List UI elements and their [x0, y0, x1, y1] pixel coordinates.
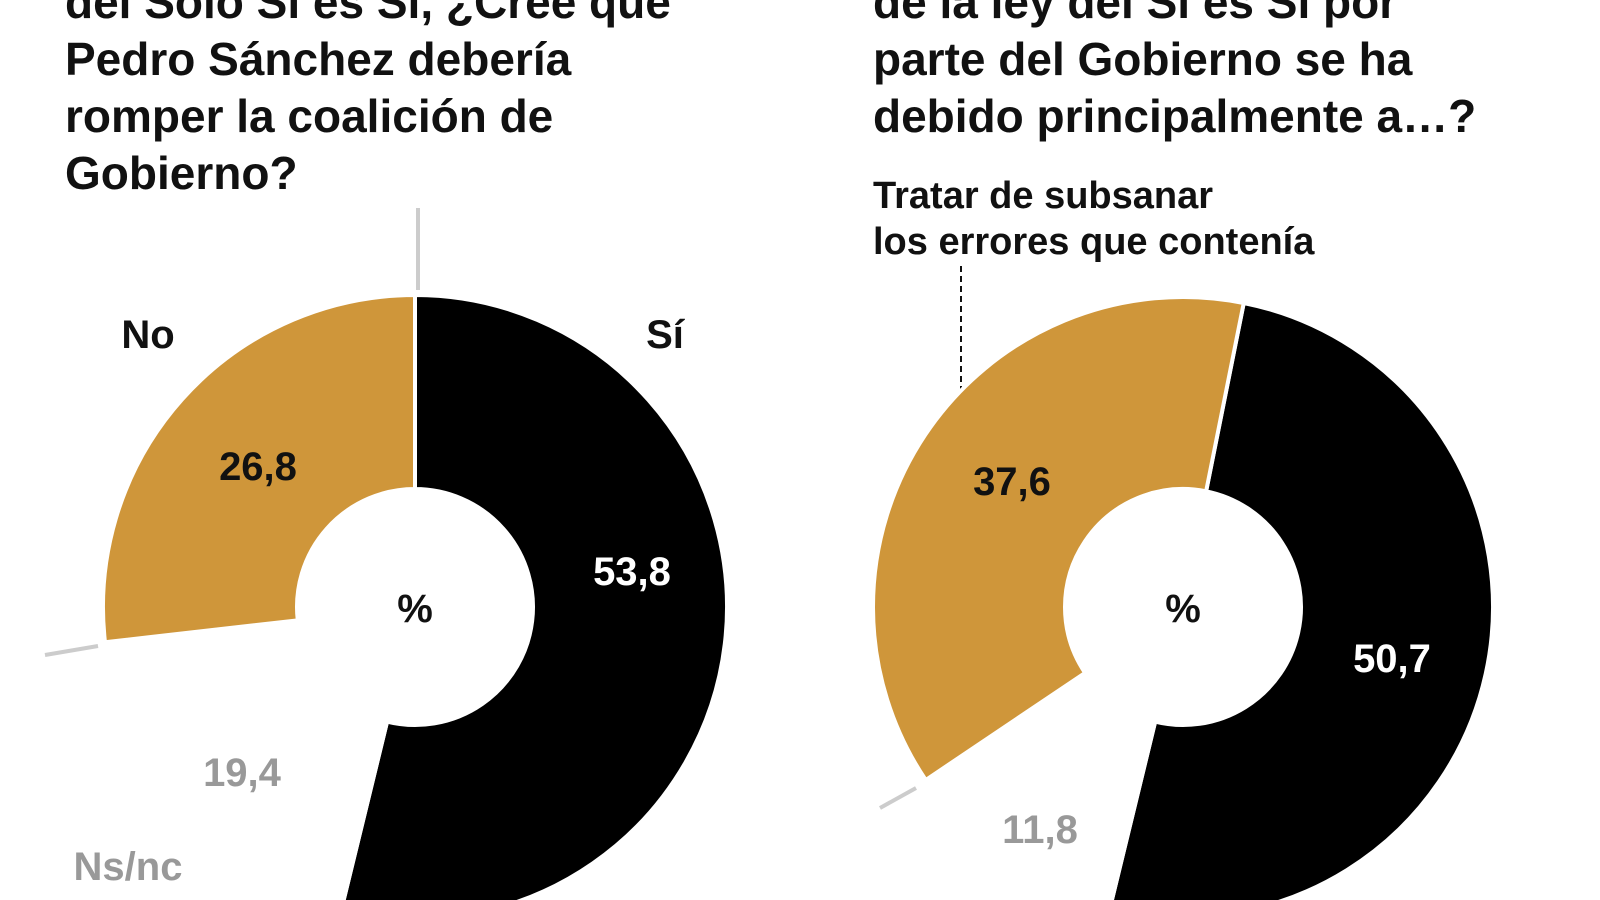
- right-title-line: de la ley del Sí es Sí por: [873, 0, 1397, 28]
- donut-slice: [922, 670, 1158, 900]
- slice-value-label: 53,8: [593, 550, 671, 594]
- center-label: %: [1165, 587, 1201, 631]
- left-title-line: Pedro Sánchez debería: [65, 33, 572, 85]
- slice-value-label: 37,6: [973, 460, 1051, 504]
- left-title-line: Gobierno?: [65, 147, 298, 199]
- donut-slice: [101, 292, 417, 645]
- slice-value-label: 50,7: [1353, 637, 1431, 681]
- tick-line: [44, 644, 99, 657]
- slice-value-label: 19,4: [203, 751, 282, 795]
- slice-name-label: Ns/nc: [74, 845, 183, 889]
- donut-slice: [102, 618, 390, 900]
- center-label: %: [397, 587, 433, 631]
- donut-slice: [1109, 300, 1495, 900]
- right-title: de la ley del Sí es Sí por parte del Gob…: [873, 0, 1476, 142]
- tick-line: [879, 786, 917, 810]
- donut-slice: [341, 292, 729, 900]
- slice-name-label: Sí: [646, 313, 686, 357]
- left-title-line: del Solo Sí es Sí, ¿Cree que: [65, 0, 671, 28]
- donut-slice: [871, 295, 1247, 783]
- left-donut: 53,8 Sí 19,4 Ns/nc 26,8 No%: [44, 208, 729, 900]
- left-title: del Solo Sí es Sí, ¿Cree que Pedro Sánch…: [65, 0, 671, 199]
- right-title-line: debido principalmente a…?: [873, 90, 1476, 142]
- left-title-line: romper la coalición de: [65, 90, 553, 142]
- annotation-line: los errores que contenía: [873, 221, 1315, 263]
- slice-value-label: 26,8: [219, 445, 297, 489]
- annotation-line: Tratar de subsanar: [873, 175, 1213, 217]
- right-donut: 50,7 11,8 37,6%: [871, 295, 1495, 900]
- right-annotation: Tratar de subsanar los errores que conte…: [873, 175, 1315, 432]
- right-title-line: parte del Gobierno se ha: [873, 33, 1413, 85]
- slice-name-label: No: [121, 313, 174, 357]
- slice-value-label: 11,8: [1002, 808, 1078, 852]
